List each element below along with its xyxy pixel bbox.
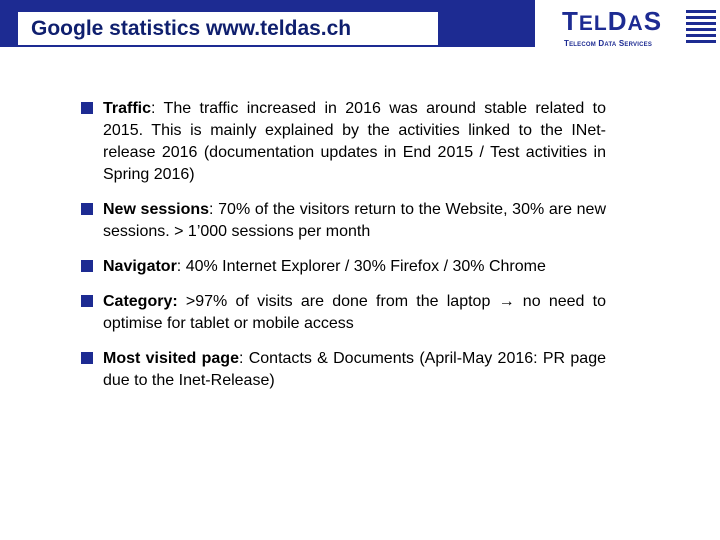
logo-wordmark: TELDAS [562,6,663,36]
bullet-navigator: Navigator: 40% Internet Explorer / 30% F… [81,256,606,278]
page-title: Google statistics www.teldas.ch [31,17,352,40]
square-bullet-icon [81,203,93,215]
bullet-list: Traffic: The traffic increased in 2016 w… [81,98,606,405]
bullet-description: : The traffic increased in 2016 was arou… [103,100,606,183]
bullet-text: Traffic: The traffic increased in 2016 w… [103,98,606,186]
square-bullet-icon [81,260,93,272]
square-bullet-icon [81,295,93,307]
teldas-logo: TELDAS TELECOM DATA SERVICES [548,6,720,50]
bullet-new-sessions: New sessions: 70% of the visitors return… [81,199,606,243]
bullet-traffic: Traffic: The traffic increased in 2016 w… [81,98,606,186]
bullet-description: : 40% Internet Explorer / 30% Firefox / … [176,258,546,275]
bullet-term: Category: [103,293,178,310]
logo-subtitle: TELECOM DATA SERVICES [564,39,653,48]
bullet-text: New sessions: 70% of the visitors return… [103,199,606,243]
bullet-term: Navigator [103,258,177,275]
square-bullet-icon [81,102,93,114]
title-banner: Google statistics www.teldas.ch [0,0,535,47]
title-panel: Google statistics www.teldas.ch [18,12,438,45]
bullet-term: New sessions [103,201,210,218]
bullet-description: : Contacts & Documents (April-May 2016: … [103,350,607,389]
bullet-term: Traffic [103,100,152,117]
bullet-most-visited: Most visited page: Contacts & Documents … [81,348,606,392]
header-bar: Google statistics www.teldas.ch TELDAS T… [0,0,720,50]
bullet-description: : 70% of the visitors return to the Webs… [103,201,606,240]
bullet-text: Most visited page: Contacts & Documents … [103,348,606,392]
logo-stripes-icon [686,10,716,46]
bullet-text: Navigator: 40% Internet Explorer / 30% F… [103,256,606,278]
bullet-description: >97% of visits are done from the laptop … [103,293,606,332]
bullet-text: Category: >97% of visits are done from t… [103,291,606,335]
bullet-term: Most visited page [103,350,239,367]
bullet-category: Category: >97% of visits are done from t… [81,291,606,335]
square-bullet-icon [81,352,93,364]
